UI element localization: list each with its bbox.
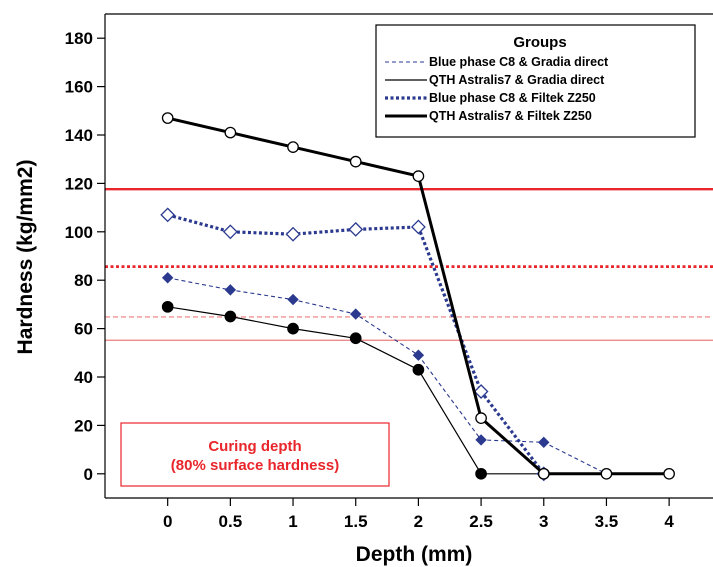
data-point — [285, 226, 301, 242]
legend-title: Groups — [513, 34, 566, 51]
legend: Groups Blue phase C8 & Gradia direct QTH … — [375, 24, 696, 138]
y-tick-label: 0 — [84, 465, 93, 484]
data-point — [161, 272, 174, 284]
x-axis-title: Depth (mm) — [356, 543, 473, 566]
y-tick-label: 20 — [74, 416, 93, 435]
data-point — [349, 332, 362, 345]
data-point — [161, 112, 174, 124]
y-axis-title: Hardness (kg/mm2) — [14, 160, 37, 355]
data-point — [412, 170, 425, 182]
curing-depth-note-line-2: (80% surface hardness) — [171, 457, 339, 474]
plot-area — [105, 112, 713, 482]
y-tick-label: 80 — [74, 271, 93, 290]
data-point — [475, 434, 487, 446]
data-point — [224, 284, 237, 296]
y-tick-label: 140 — [65, 126, 93, 145]
data-point — [475, 412, 487, 424]
series-4 — [161, 112, 675, 480]
data-point — [287, 141, 299, 153]
x-tick-label: 2 — [414, 512, 423, 531]
x-tick-label: 1.5 — [344, 512, 368, 531]
data-point — [537, 467, 550, 480]
y-tick-label: 100 — [65, 223, 93, 242]
data-point — [663, 467, 675, 480]
x-tick-label: 0.5 — [219, 512, 243, 531]
x-tick-label: 1 — [288, 512, 297, 531]
x-tick-label: 2.5 — [469, 512, 493, 531]
legend-entries: Blue phase C8 & Gradia direct QTH Astrali… — [385, 55, 609, 123]
legend-label: Blue phase C8 & Filtek Z250 — [429, 91, 596, 105]
data-point — [350, 308, 362, 320]
data-point — [222, 224, 238, 240]
data-point — [224, 310, 237, 323]
y-tick-label: 40 — [74, 368, 93, 387]
y-tick-label: 160 — [65, 78, 93, 97]
x-tick-label: 4 — [664, 512, 674, 531]
legend-label: QTH Astralis7 & Filtek Z250 — [429, 109, 592, 123]
legend-label: Blue phase C8 & Gradia direct — [429, 55, 609, 69]
data-point — [161, 300, 174, 313]
data-point — [224, 126, 237, 139]
data-point — [475, 467, 487, 480]
data-point — [349, 155, 362, 168]
curing-depth-note-line-1: Curing depth — [208, 438, 301, 455]
data-point — [287, 293, 299, 306]
y-tick-label: 120 — [65, 174, 93, 193]
data-point — [600, 467, 613, 480]
legend-label: QTH Astralis7 & Gradia direct — [429, 73, 605, 87]
data-point — [538, 436, 550, 449]
data-point — [348, 221, 364, 237]
data-point — [287, 322, 299, 335]
data-point — [412, 363, 425, 376]
curing-depth-note: Curing depth (80% surface hardness) — [120, 422, 390, 487]
x-tick-label: 0 — [163, 512, 172, 531]
data-point — [412, 349, 425, 361]
axes: 0 20 40 60 80 100 120 140 160 180 0 0.5 1 1.5 2 2.5 3 3.5… — [65, 13, 713, 531]
curing-depth-note-box — [120, 422, 390, 487]
y-tick-label: 60 — [74, 320, 93, 339]
x-tick-label: 3.5 — [595, 512, 619, 531]
data-point — [410, 219, 426, 235]
legend-box — [375, 24, 696, 138]
y-tick-label: 180 — [65, 29, 93, 48]
x-tick-label: 3 — [539, 512, 548, 531]
data-point — [473, 384, 489, 399]
data-point — [160, 207, 176, 223]
